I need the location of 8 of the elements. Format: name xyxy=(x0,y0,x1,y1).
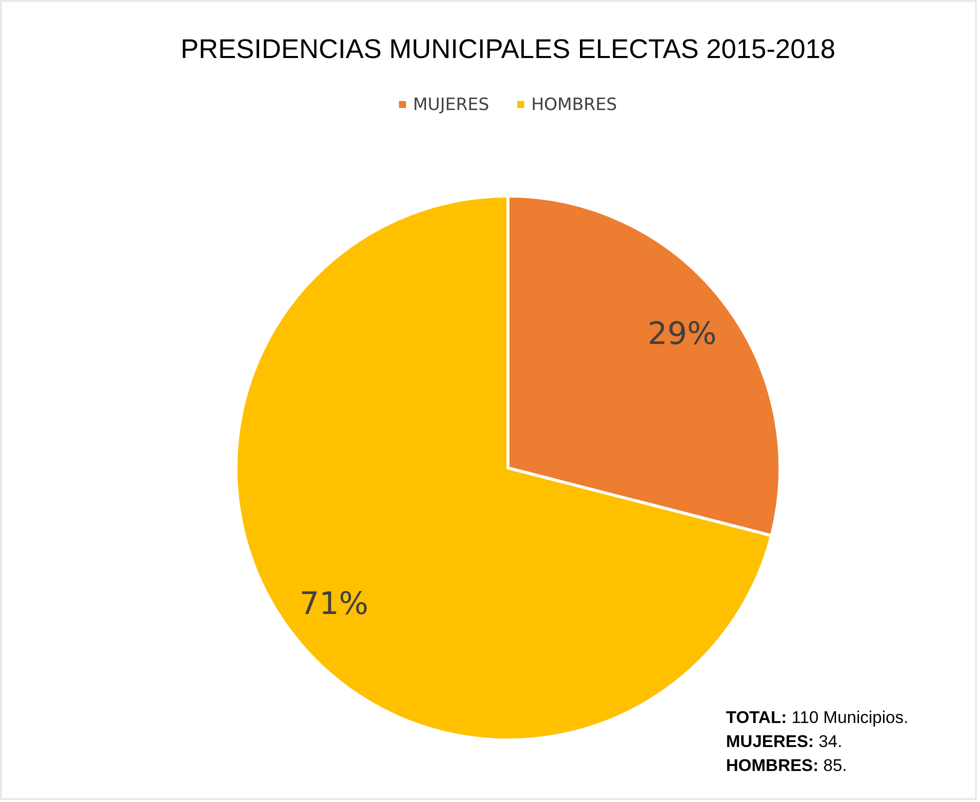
text: HOMBRES: 85. xyxy=(726,756,847,775)
data-label: 29% xyxy=(648,316,717,352)
text: MUJERES: 34. xyxy=(726,732,842,751)
chart-title: PRESIDENCIAS MUNICIPALES ELECTAS 2015-2018 xyxy=(180,34,836,64)
data-label: 71% xyxy=(299,586,368,622)
text: TOTAL: 110 Municipios. xyxy=(726,708,908,727)
legend-label: MUJERES xyxy=(412,95,490,115)
legend-label: HOMBRES xyxy=(531,95,618,115)
